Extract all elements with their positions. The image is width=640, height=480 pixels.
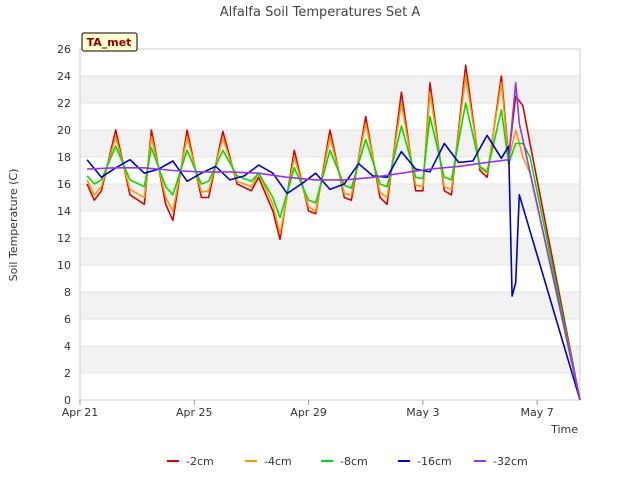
legend-label: -2cm xyxy=(186,455,214,468)
x-tick-label: Apr 29 xyxy=(290,406,327,419)
x-tick-label: Apr 21 xyxy=(62,406,99,419)
series-line-minus-32cm xyxy=(87,82,581,401)
legend-label: -32cm xyxy=(493,455,528,468)
y-axis-label: Soil Temperature (C) xyxy=(7,169,20,282)
legend-label: -8cm xyxy=(340,455,368,468)
x-tick-label: Apr 25 xyxy=(176,406,213,419)
grid-band xyxy=(80,238,580,265)
ta-met-badge: TA_met xyxy=(81,32,138,52)
chart-title: Alfalfa Soil Temperatures Set A xyxy=(220,5,421,20)
y-tick-label: 24 xyxy=(57,70,71,83)
y-tick-label: 8 xyxy=(64,286,71,299)
y-tick-label: 10 xyxy=(57,259,71,272)
series-layer xyxy=(86,64,581,401)
y-tick-label: 2 xyxy=(64,367,71,380)
x-axis: Apr 21 Apr 25 Apr 29 May 3 May 7 xyxy=(62,400,554,419)
y-tick-label: 22 xyxy=(57,97,71,110)
legend-label: -4cm xyxy=(264,455,292,468)
y-tick-label: 16 xyxy=(57,178,71,191)
y-tick-label: 14 xyxy=(57,205,71,218)
y-tick-label: 6 xyxy=(64,313,71,326)
badge-box xyxy=(81,32,138,52)
grid-band xyxy=(80,346,580,373)
y-tick-label: 12 xyxy=(57,232,71,245)
y-tick-label: 4 xyxy=(64,340,71,353)
y-tick-label: 18 xyxy=(57,151,71,164)
grid-band xyxy=(80,184,580,211)
x-tick-label: May 7 xyxy=(521,406,554,419)
x-axis-label: Time xyxy=(550,423,578,436)
grid-band xyxy=(80,292,580,319)
badge-label: TA_met xyxy=(87,36,132,49)
x-tick-label: May 3 xyxy=(406,406,439,419)
y-tick-label: 20 xyxy=(57,124,71,137)
series-line-minus-16cm xyxy=(86,134,581,401)
y-tick-label: 0 xyxy=(64,394,71,407)
legend-label: -16cm xyxy=(417,455,452,468)
grid-bands xyxy=(80,48,580,401)
legend: -2cm -4cm -8cm -16cm -32cm xyxy=(167,455,528,468)
plot-frame xyxy=(79,48,581,401)
grid-band xyxy=(80,76,580,103)
y-tick-label: 26 xyxy=(57,43,71,56)
series-line-minus-8cm xyxy=(86,102,581,401)
